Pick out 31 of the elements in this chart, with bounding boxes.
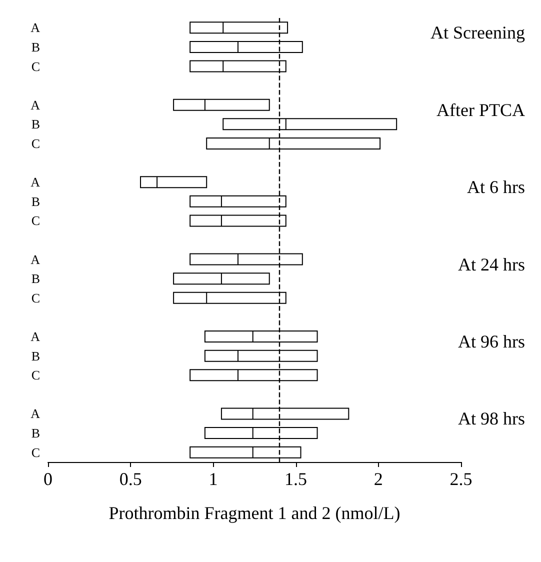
- y-tick-label: B: [31, 426, 40, 441]
- y-tick-label: C: [31, 444, 40, 460]
- y-tick-label: A: [30, 329, 41, 344]
- annotation: At 24 hrs: [458, 254, 525, 274]
- y-tick-label: C: [31, 368, 40, 383]
- annotation: At 96 hrs: [458, 332, 525, 352]
- annotation: After PTCA: [436, 100, 526, 120]
- y-tick-label: C: [31, 290, 40, 306]
- text: At 6 hrs: [467, 177, 525, 198]
- y-tick-label: A: [30, 252, 41, 267]
- y-tick-label: A: [30, 97, 41, 112]
- y-tick-label: B: [31, 271, 40, 286]
- x-tick-label: 0.5: [119, 469, 142, 489]
- y-tick-label: A: [30, 406, 41, 422]
- x-axis-title: Prothrombin Fragment 1 and 2 (nmol/L): [108, 503, 400, 523]
- y-tick-label: B: [31, 194, 40, 209]
- y-tick-label: C: [31, 136, 40, 151]
- annotation: At Screening: [430, 22, 526, 43]
- y-tick-label: A: [30, 174, 41, 190]
- x-tick-label: 0: [44, 469, 52, 489]
- y-tick-label: B: [31, 39, 40, 54]
- x-tick-label: 1: [208, 469, 218, 489]
- y-tick-label: A: [30, 20, 41, 36]
- y-tick-label: B: [31, 116, 40, 132]
- x-tick-label: 2.5: [450, 469, 472, 489]
- y-tick-label: B: [31, 348, 40, 364]
- x-tick-label: 2: [374, 469, 383, 489]
- annotation: At 98 hrs: [458, 408, 525, 429]
- y-tick-label: C: [31, 58, 40, 74]
- x-tick-label: 1.5: [284, 469, 308, 489]
- y-tick-label: C: [31, 213, 40, 228]
